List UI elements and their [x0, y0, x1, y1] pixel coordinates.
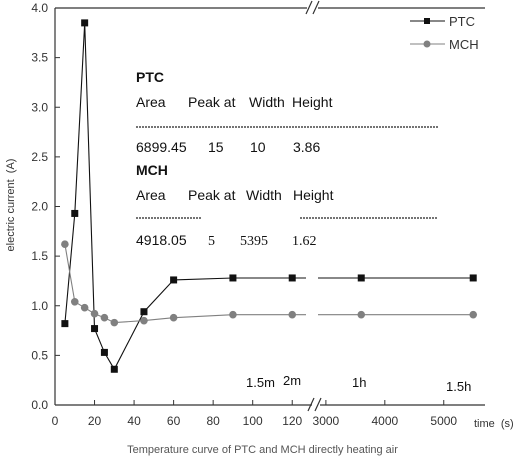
series-ptc-point: [61, 320, 69, 328]
time-label-2m: 2m: [283, 373, 301, 388]
x-tick-label: 60: [167, 414, 181, 428]
legend-ptc-label: PTC: [449, 14, 475, 29]
series-ptc-point: [357, 274, 365, 282]
series-mch-point: [288, 310, 297, 319]
x-tick-label: 5000: [430, 414, 457, 428]
mch-header-height: Height: [293, 187, 334, 203]
legend-mch-marker: [423, 40, 431, 48]
y-tick-label: 3.5: [31, 51, 48, 65]
series-ptc-point: [71, 209, 79, 217]
mch-value-peak: 5: [208, 234, 215, 249]
mch-header-area: Area: [136, 187, 166, 203]
x-tick-label: 20: [88, 414, 102, 428]
ptc-header-peak: Peak at: [188, 94, 236, 110]
series-mch-point: [70, 297, 79, 306]
ptc-header-width: Width: [249, 94, 285, 110]
series-ptc-point: [100, 348, 108, 356]
axis-break-top: [305, 0, 320, 15]
series-mch-point: [100, 313, 109, 322]
time-label-1-5h: 1.5h: [446, 379, 471, 394]
legend-mch-label: MCH: [449, 37, 479, 52]
series-ptc-point: [140, 308, 148, 316]
peak-table: PTC Area Peak at Width Height 6899.45 15…: [136, 69, 438, 249]
x-tick-label: 0: [52, 414, 59, 428]
mch-value-height: 1.62: [292, 234, 317, 249]
series-ptc-point: [91, 325, 99, 333]
series-mch-line: [64, 244, 474, 324]
time-label-1-5m: 1.5m: [246, 375, 275, 390]
ptc-value-width: 10: [250, 139, 266, 155]
mch-header-width: Width: [246, 187, 282, 203]
ptc-value-peak: 15: [208, 139, 224, 155]
series-mch-point: [357, 310, 366, 319]
x-tick-label: 100: [243, 414, 263, 428]
ptc-value-height: 3.86: [293, 139, 320, 155]
legend-ptc-marker: [424, 18, 430, 24]
mch-value-width: 5395: [240, 234, 268, 249]
ptc-table-title: PTC: [136, 69, 164, 85]
series-ptc-point: [229, 274, 237, 282]
series-mch-point: [61, 240, 69, 249]
series-mch-point: [110, 318, 119, 327]
ptc-header-height: Height: [292, 94, 333, 110]
ptc-header-area: Area: [136, 94, 166, 110]
y-tick-label: 0.5: [31, 348, 48, 362]
x-tick-label: 40: [127, 414, 141, 428]
y-ticks: 0.0 0.5 1.0 1.5 2.0 2.5 3.0 3.5 4.0: [31, 1, 60, 412]
series-group: [61, 19, 478, 373]
y-tick-label: 2.0: [31, 200, 48, 214]
x-tick-label: 4000: [371, 414, 398, 428]
x-ticks: 0 20 40 60 80 100 120 3000 4000 5000: [52, 400, 457, 428]
axis-break-bottom: [307, 397, 322, 412]
series-ptc-point: [110, 365, 118, 373]
mch-table-title: MCH: [136, 162, 168, 178]
x-axis-label: time (s): [474, 418, 514, 430]
legend: PTC MCH: [410, 14, 479, 52]
y-tick-label: 4.0: [31, 1, 48, 15]
series-ptc-point: [469, 274, 477, 282]
series-ptc-point: [81, 19, 89, 27]
x-tick-label: 120: [282, 414, 302, 428]
y-tick-label: 2.5: [31, 150, 48, 164]
series-ptc-point: [288, 274, 296, 282]
y-tick-label: 1.0: [31, 299, 48, 313]
mch-value-area: 4918.05: [136, 232, 187, 248]
chart: 0.00.51.01.52.02.53.03.54.0 0 20 40 60 80 100…: [5, 0, 514, 430]
ptc-value-area: 6899.45: [136, 139, 187, 155]
series-mch-point: [469, 310, 478, 319]
series-ptc-point: [170, 276, 178, 284]
y-axis-label: electric current (A): [5, 159, 17, 252]
time-label-1h: 1h: [352, 375, 366, 390]
series-mch-point: [229, 310, 237, 319]
x-tick-label: 3000: [313, 414, 340, 428]
mch-header-peak: Peak at: [188, 187, 236, 203]
series-mch-point: [169, 313, 178, 322]
series-mch-point: [90, 309, 99, 318]
series-ptc-line: [64, 22, 474, 371]
figure-caption: Temperature curve of PTC and MCH directl…: [127, 444, 398, 456]
y-tick-label: 1.5: [31, 249, 48, 263]
y-tick-label: 0.0: [31, 398, 48, 412]
series-mch-point: [80, 303, 89, 312]
y-tick-label: 3.0: [31, 100, 48, 114]
series-mch-point: [140, 316, 148, 325]
x-tick-label: 80: [206, 414, 220, 428]
